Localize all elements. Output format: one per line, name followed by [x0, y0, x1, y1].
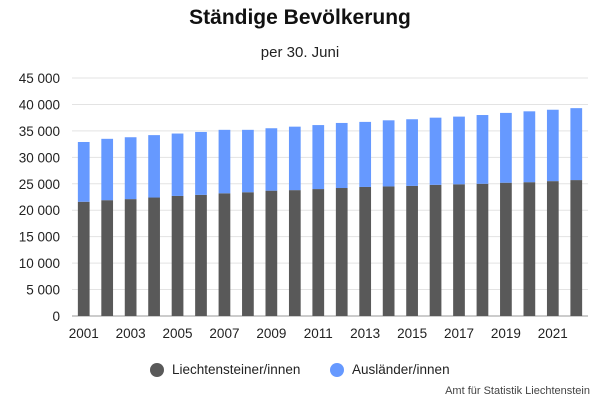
legend-swatch-auslaender: [330, 362, 344, 377]
bar-auslaender: [124, 137, 137, 200]
y-tick-label: 40 000: [19, 97, 60, 112]
x-tick-label: 2009: [256, 326, 286, 341]
y-tick-label: 35 000: [19, 124, 60, 139]
x-tick-label: 2005: [163, 326, 193, 341]
y-tick-label: 25 000: [19, 177, 60, 192]
x-tick-label: 2015: [397, 326, 427, 341]
bar-liechtensteiner: [124, 199, 137, 316]
bar-liechtensteiner: [218, 193, 231, 316]
y-tick-label: 30 000: [19, 150, 60, 165]
bar-auslaender: [476, 115, 489, 184]
x-tick-label: 2011: [304, 326, 333, 341]
bar-liechtensteiner: [406, 185, 418, 316]
bar-auslaender: [523, 111, 536, 183]
bar-auslaender: [359, 121, 372, 187]
x-tick-label: 2013: [350, 326, 380, 341]
y-tick-label: 5 000: [26, 283, 60, 298]
legend-item-liechtensteiner: Liechtensteiner/innen: [150, 362, 300, 377]
bar-liechtensteiner: [500, 182, 512, 316]
y-tick-label: 45 000: [19, 71, 60, 86]
y-tick-label: 15 000: [19, 230, 60, 245]
source-note: Amt für Statistik Liechtenstein: [445, 385, 590, 397]
x-tick-label: 2017: [444, 326, 474, 341]
bar-auslaender: [453, 116, 465, 185]
bar-auslaender: [429, 117, 442, 185]
bar-liechtensteiner: [570, 180, 583, 316]
bar-auslaender: [382, 120, 395, 187]
chart-title: Ständige Bevölkerung: [189, 6, 411, 29]
bar-auslaender: [312, 125, 325, 190]
bar-auslaender: [546, 109, 559, 182]
bar-auslaender: [570, 108, 583, 181]
bar-auslaender: [218, 129, 231, 194]
bar-liechtensteiner: [265, 190, 278, 316]
bar-liechtensteiner: [429, 184, 442, 316]
bar-auslaender: [148, 135, 160, 198]
bar-auslaender: [195, 131, 207, 195]
bar-liechtensteiner: [101, 200, 114, 316]
y-tick-label: 10 000: [19, 256, 60, 271]
bar-auslaender: [335, 122, 348, 189]
legend-label-auslaender: Ausländer/innen: [352, 362, 450, 377]
bar-auslaender: [77, 141, 90, 202]
bar-liechtensteiner: [335, 188, 348, 316]
bar-liechtensteiner: [288, 190, 301, 316]
x-tick-label: 2019: [491, 326, 521, 341]
bar-auslaender: [101, 138, 114, 201]
legend-label-liechtensteiner: Liechtensteiner/innen: [172, 362, 301, 377]
bar-liechtensteiner: [453, 184, 465, 316]
bar-liechtensteiner: [242, 192, 254, 316]
bar-liechtensteiner: [148, 197, 160, 316]
x-tick-label: 2021: [538, 326, 568, 341]
bar-liechtensteiner: [312, 189, 325, 316]
bar-liechtensteiner: [546, 181, 559, 316]
y-tick-label: 0: [52, 309, 60, 324]
legend-item-auslaender: Ausländer/innen: [330, 362, 450, 377]
x-tick-label: 2007: [209, 326, 239, 341]
bar-auslaender: [500, 112, 512, 183]
x-tick-label: 2001: [69, 326, 99, 341]
bar-auslaender: [242, 129, 254, 193]
bar-auslaender: [406, 119, 418, 186]
bar-liechtensteiner: [359, 186, 372, 316]
x-tick-label: 2003: [116, 326, 146, 341]
bar-auslaender: [171, 133, 184, 196]
bar-liechtensteiner: [77, 201, 90, 316]
chart-legend: Liechtensteiner/innen Ausländer/innen: [0, 362, 600, 382]
bar-auslaender: [265, 128, 278, 191]
bar-auslaender: [288, 126, 301, 191]
chart-subtitle: per 30. Juni: [260, 44, 340, 61]
bar-liechtensteiner: [476, 183, 489, 316]
bar-liechtensteiner: [523, 182, 536, 316]
y-tick-label: 20 000: [19, 203, 60, 218]
bar-liechtensteiner: [171, 195, 184, 316]
bar-liechtensteiner: [195, 194, 207, 316]
bar-liechtensteiner: [382, 186, 395, 316]
legend-swatch-liechtensteiner: [150, 362, 164, 377]
